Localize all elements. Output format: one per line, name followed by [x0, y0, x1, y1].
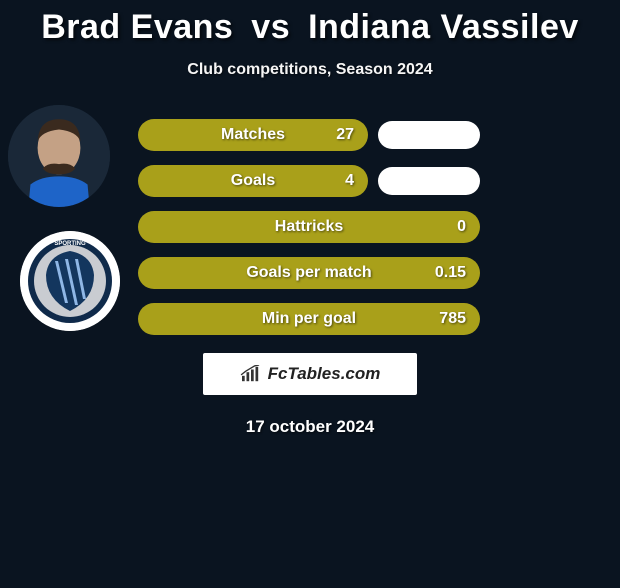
player-avatar	[8, 105, 110, 207]
stat-label: Min per goal	[262, 310, 356, 328]
date-text: 17 october 2024	[0, 417, 620, 437]
page-title: Brad Evans vs Indiana Vassilev	[0, 8, 620, 47]
svg-text:SPORTING: SPORTING	[54, 241, 86, 247]
stat-value: 785	[439, 310, 466, 328]
stat-row: Goals 4	[138, 165, 480, 197]
attribution-text: FcTables.com	[268, 364, 381, 384]
stat-row: Goals per match 0.15	[138, 257, 480, 289]
stat-label: Matches	[221, 126, 285, 144]
stat-row: Min per goal 785	[138, 303, 480, 335]
title-player2: Indiana Vassilev	[308, 8, 579, 46]
stat-label: Goals	[231, 172, 275, 190]
subtitle: Club competitions, Season 2024	[0, 61, 620, 79]
stat-row: Hattricks 0	[138, 211, 480, 243]
stat-value: 0	[457, 218, 466, 236]
stat-label: Hattricks	[275, 218, 343, 236]
title-vs: vs	[251, 8, 290, 46]
stat-rows: Matches 27 Goals 4 Hattricks 0 Goals per match…	[138, 119, 480, 335]
title-player1: Brad Evans	[41, 8, 233, 46]
stat-value: 0.15	[435, 264, 466, 282]
comparison-pill	[378, 167, 480, 195]
player-avatar-svg	[8, 105, 110, 207]
stat-bar: Matches 27	[138, 119, 368, 151]
club-badge-svg: SPORTING	[20, 231, 120, 331]
stat-bar: Hattricks 0	[138, 211, 480, 243]
club-badge: SPORTING	[20, 231, 120, 331]
stat-bar: Goals per match 0.15	[138, 257, 480, 289]
chart-icon	[240, 365, 262, 383]
stat-value: 4	[345, 172, 354, 190]
stat-label: Goals per match	[246, 264, 371, 282]
attribution: FcTables.com	[203, 353, 417, 395]
stat-bar: Goals 4	[138, 165, 368, 197]
stat-row: Matches 27	[138, 119, 480, 151]
comparison-pill	[378, 121, 480, 149]
stat-value: 27	[336, 126, 354, 144]
main-content: SPORTING Matches 27 Goals 4 Hattricks 0 Goals …	[0, 119, 620, 335]
stat-bar: Min per goal 785	[138, 303, 480, 335]
